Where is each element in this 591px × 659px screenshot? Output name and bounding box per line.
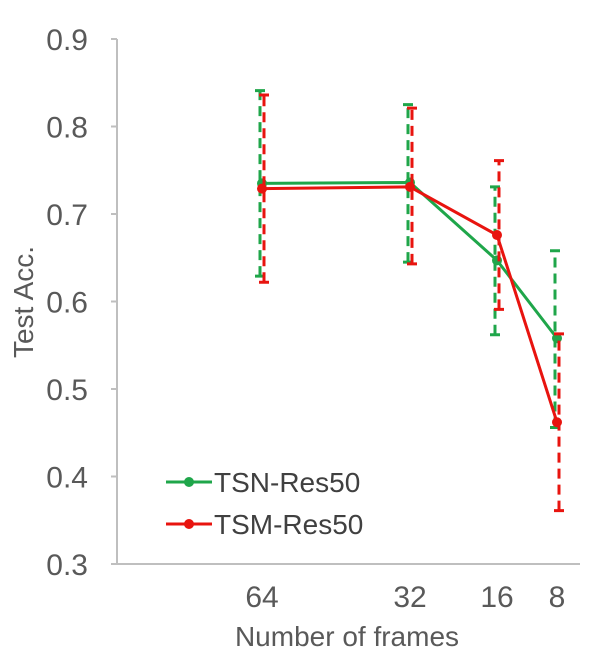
data-point [257,183,267,194]
data-point [552,417,562,428]
y-tick-labels: 0.3 0.4 0.5 0.6 0.7 0.8 0.9 [46,24,117,582]
x-tick-label: 64 [245,581,278,614]
series-tsn-res50 [255,89,562,429]
y-axis-title: Test Acc. [8,246,39,358]
legend-marker [184,519,194,529]
x-tick-label: 32 [393,581,426,614]
y-tick-label: 0.6 [46,287,88,320]
y-tick-label: 0.4 [46,462,88,495]
data-point [405,181,415,192]
legend-label: TSM-Res50 [214,509,363,540]
x-axis-title: Number of frames [235,621,459,652]
x-tick-label: 8 [549,581,566,614]
y-tick-label: 0.5 [46,374,88,407]
x-tick-label: 16 [480,581,513,614]
series-layer [255,89,564,513]
series-tsm-res50 [257,93,564,513]
y-tick-label: 0.8 [46,112,88,145]
data-point [492,230,502,240]
legend-item: TSM-Res50 [166,509,363,540]
legend-item: TSN-Res50 [166,467,360,498]
legend-label: TSN-Res50 [214,467,360,498]
legend: TSN-Res50 TSM-Res50 [166,467,363,540]
series-line [261,185,559,423]
y-tick-label: 0.3 [46,549,88,582]
x-tick-labels: 64 32 16 8 [245,581,565,614]
series-line [261,180,559,340]
y-tick-label: 0.9 [46,24,88,57]
y-tick-label: 0.7 [46,199,88,232]
legend-marker [184,477,194,487]
